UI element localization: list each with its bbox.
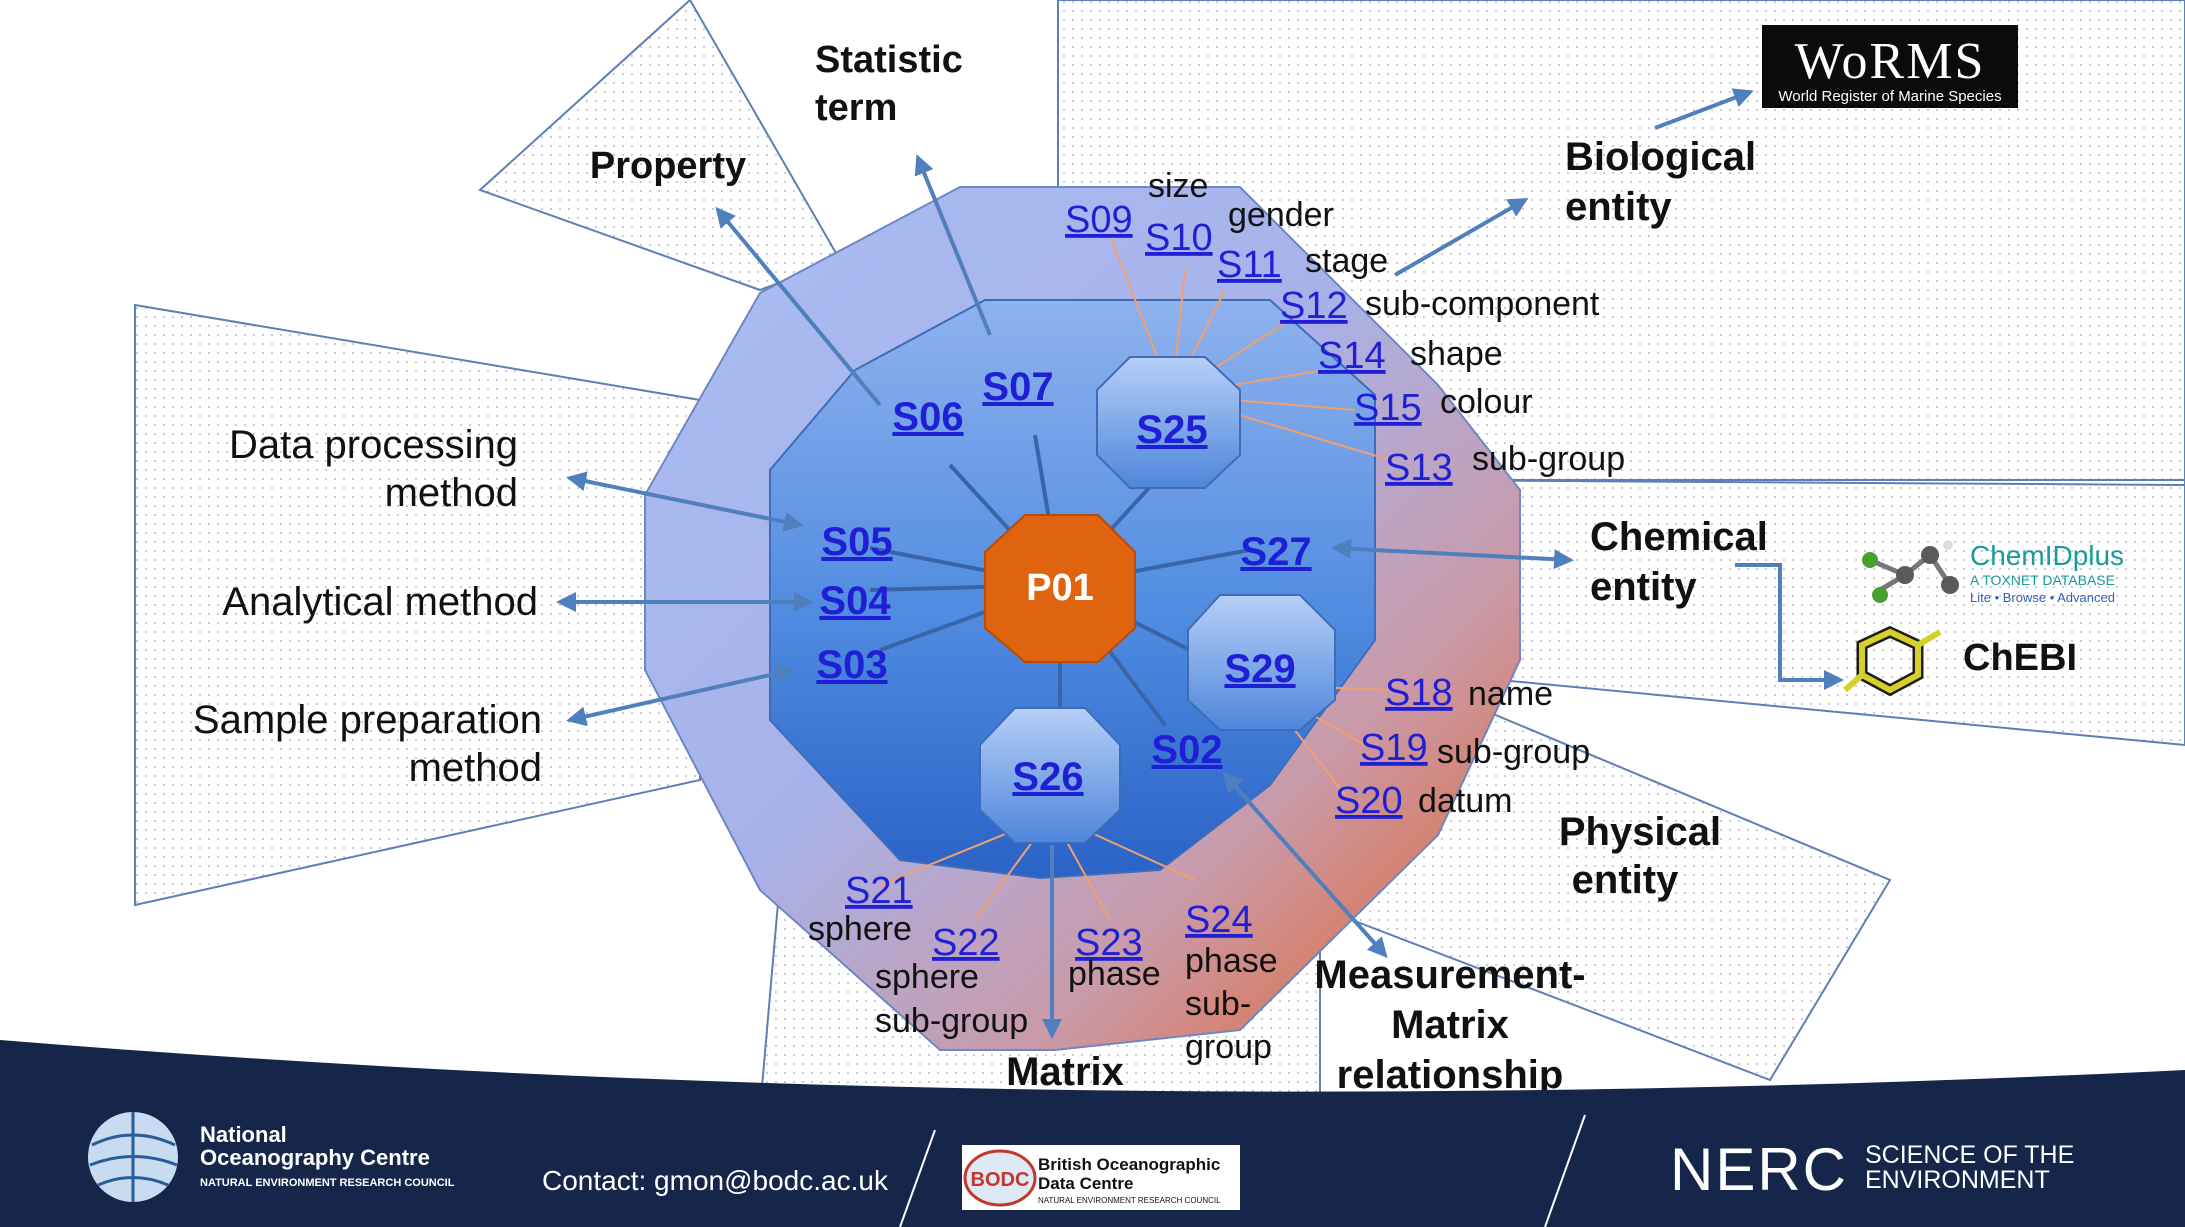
worms-subtitle: World Register of Marine Species [1778,88,2001,105]
p01-label: P01 [1026,567,1094,609]
footer-divider-2 [1544,1114,1586,1227]
code-s10[interactable]: S10 [1145,217,1213,259]
chemid-title: ChemIDplus [1970,540,2124,571]
property-label: Property [590,145,746,187]
term-shape: shape [1410,335,1503,373]
code-s13[interactable]: S13 [1385,447,1453,489]
physical-label-1: Physical [1559,810,1721,854]
chebi-molecule-icon [1843,625,1942,697]
term-name: name [1468,675,1553,713]
noc-line3: NATURAL ENVIRONMENT RESEARCH COUNCIL [200,1177,455,1189]
footer-divider [899,1129,936,1227]
chebi-logo[interactable]: ChEBI [1843,625,2077,697]
worms-logo[interactable]: WoRMS World Register of Marine Species [1762,25,2018,108]
matrix-label: Matrix [1006,1050,1124,1094]
s25-node[interactable] [1096,356,1241,489]
bodc-badge: BODC [971,1169,1030,1191]
code-s15[interactable]: S15 [1354,387,1422,429]
s26-node[interactable] [979,707,1121,844]
code-s09[interactable]: S09 [1065,199,1133,241]
code-s23[interactable]: S23 [1075,922,1143,964]
code-s07[interactable]: S07 [982,365,1053,409]
chemid-links: Lite • Browse • Advanced [1970,590,2115,605]
arrows [556,88,1844,1039]
noc-line1: National [200,1122,287,1147]
code-s27[interactable]: S27 [1240,530,1311,574]
nerc-tag1: SCIENCE OF THE [1865,1141,2074,1169]
term-sphere-sub-group: sub-group [875,1002,1028,1040]
physical-label-2: entity [1572,858,1679,902]
worms-title: WoRMS [1795,33,1986,90]
footer [0,1040,2185,1227]
code-s26[interactable]: S26 [1012,755,1083,799]
code-s24[interactable]: S24 [1185,899,1253,941]
sample-prep-label-1: Sample preparation [193,698,542,742]
code-s29[interactable]: S29 [1224,647,1295,691]
noc-line2: Oceanography Centre [200,1145,430,1170]
code-s14[interactable]: S14 [1318,335,1386,377]
term-group: group [1185,1028,1272,1066]
term-phase-2: phase [1185,942,1278,980]
contact-text[interactable]: Contact: gmon@bodc.ac.uk [542,1165,889,1196]
data-processing-label-1: Data processing [229,423,518,467]
sample-prep-label-2: method [409,746,542,790]
molecule-icon [1862,540,1959,603]
term-datum: datum [1418,782,1513,820]
p01-node[interactable] [984,514,1136,663]
code-s04[interactable]: S04 [819,579,891,623]
bodc-line3: NATURAL ENVIRONMENT RESEARCH COUNCIL [1038,1196,1221,1205]
code-s22[interactable]: S22 [932,922,1000,964]
code-s20[interactable]: S20 [1335,780,1403,822]
code-s03[interactable]: S03 [816,643,887,687]
term-sphere-2: sphere [875,958,979,996]
term-phase: phase [1068,955,1161,993]
nerc-text: NERC [1670,1136,1848,1203]
code-s02[interactable]: S02 [1151,728,1222,772]
bodc-logo[interactable]: BODC British Oceanographic Data Centre N… [962,1145,1240,1210]
nerc-logo[interactable]: NERC SCIENCE OF THE ENVIRONMENT [1670,1136,2074,1203]
code-s21[interactable]: S21 [845,870,913,912]
chebi-title: ChEBI [1963,637,2077,679]
statistic-label-1: Statistic [815,39,963,81]
analytical-label: Analytical method [222,580,538,624]
term-sub-group: sub-group [1472,440,1625,478]
term-sub-component: sub-component [1365,285,1600,323]
bodc-line1: British Oceanographic [1038,1155,1220,1174]
code-s19[interactable]: S19 [1360,727,1428,769]
code-s12[interactable]: S12 [1280,285,1348,327]
code-s06[interactable]: S06 [892,395,963,439]
bodc-line2: Data Centre [1038,1174,1133,1193]
measurement-label-1: Measurement- [1314,953,1585,997]
chemidplus-logo[interactable]: ChemIDplus A TOXNET DATABASE Lite • Brow… [1862,540,2124,605]
term-sub: sub- [1185,985,1251,1023]
nerc-tag2: ENVIRONMENT [1865,1166,2050,1194]
data-processing-label-2: method [385,471,518,515]
code-s11[interactable]: S11 [1217,244,1282,286]
code-s05[interactable]: S05 [821,520,892,564]
term-chem-sub-group: sub-group [1437,733,1590,771]
biological-label-1: Biological [1565,135,1756,179]
s29-node[interactable] [1187,594,1336,731]
term-sphere: sphere [808,910,912,948]
term-size: size [1148,167,1208,205]
code-s18[interactable]: S18 [1385,672,1453,714]
measurement-label-3: relationship [1337,1053,1564,1097]
biological-label-2: entity [1565,185,1672,229]
chemical-label-2: entity [1590,565,1697,609]
term-stage: stage [1305,242,1388,280]
chemid-subtitle: A TOXNET DATABASE [1970,572,2115,588]
term-colour: colour [1440,383,1533,421]
chemical-label-1: Chemical [1590,515,1768,559]
measurement-label-2: Matrix [1391,1003,1509,1047]
methods-panel [134,303,701,907]
code-s25[interactable]: S25 [1136,408,1207,452]
statistic-label-2: term [815,87,897,129]
noc-logo[interactable]: National Oceanography Centre NATURAL ENV… [88,1112,455,1202]
term-gender: gender [1228,196,1334,234]
